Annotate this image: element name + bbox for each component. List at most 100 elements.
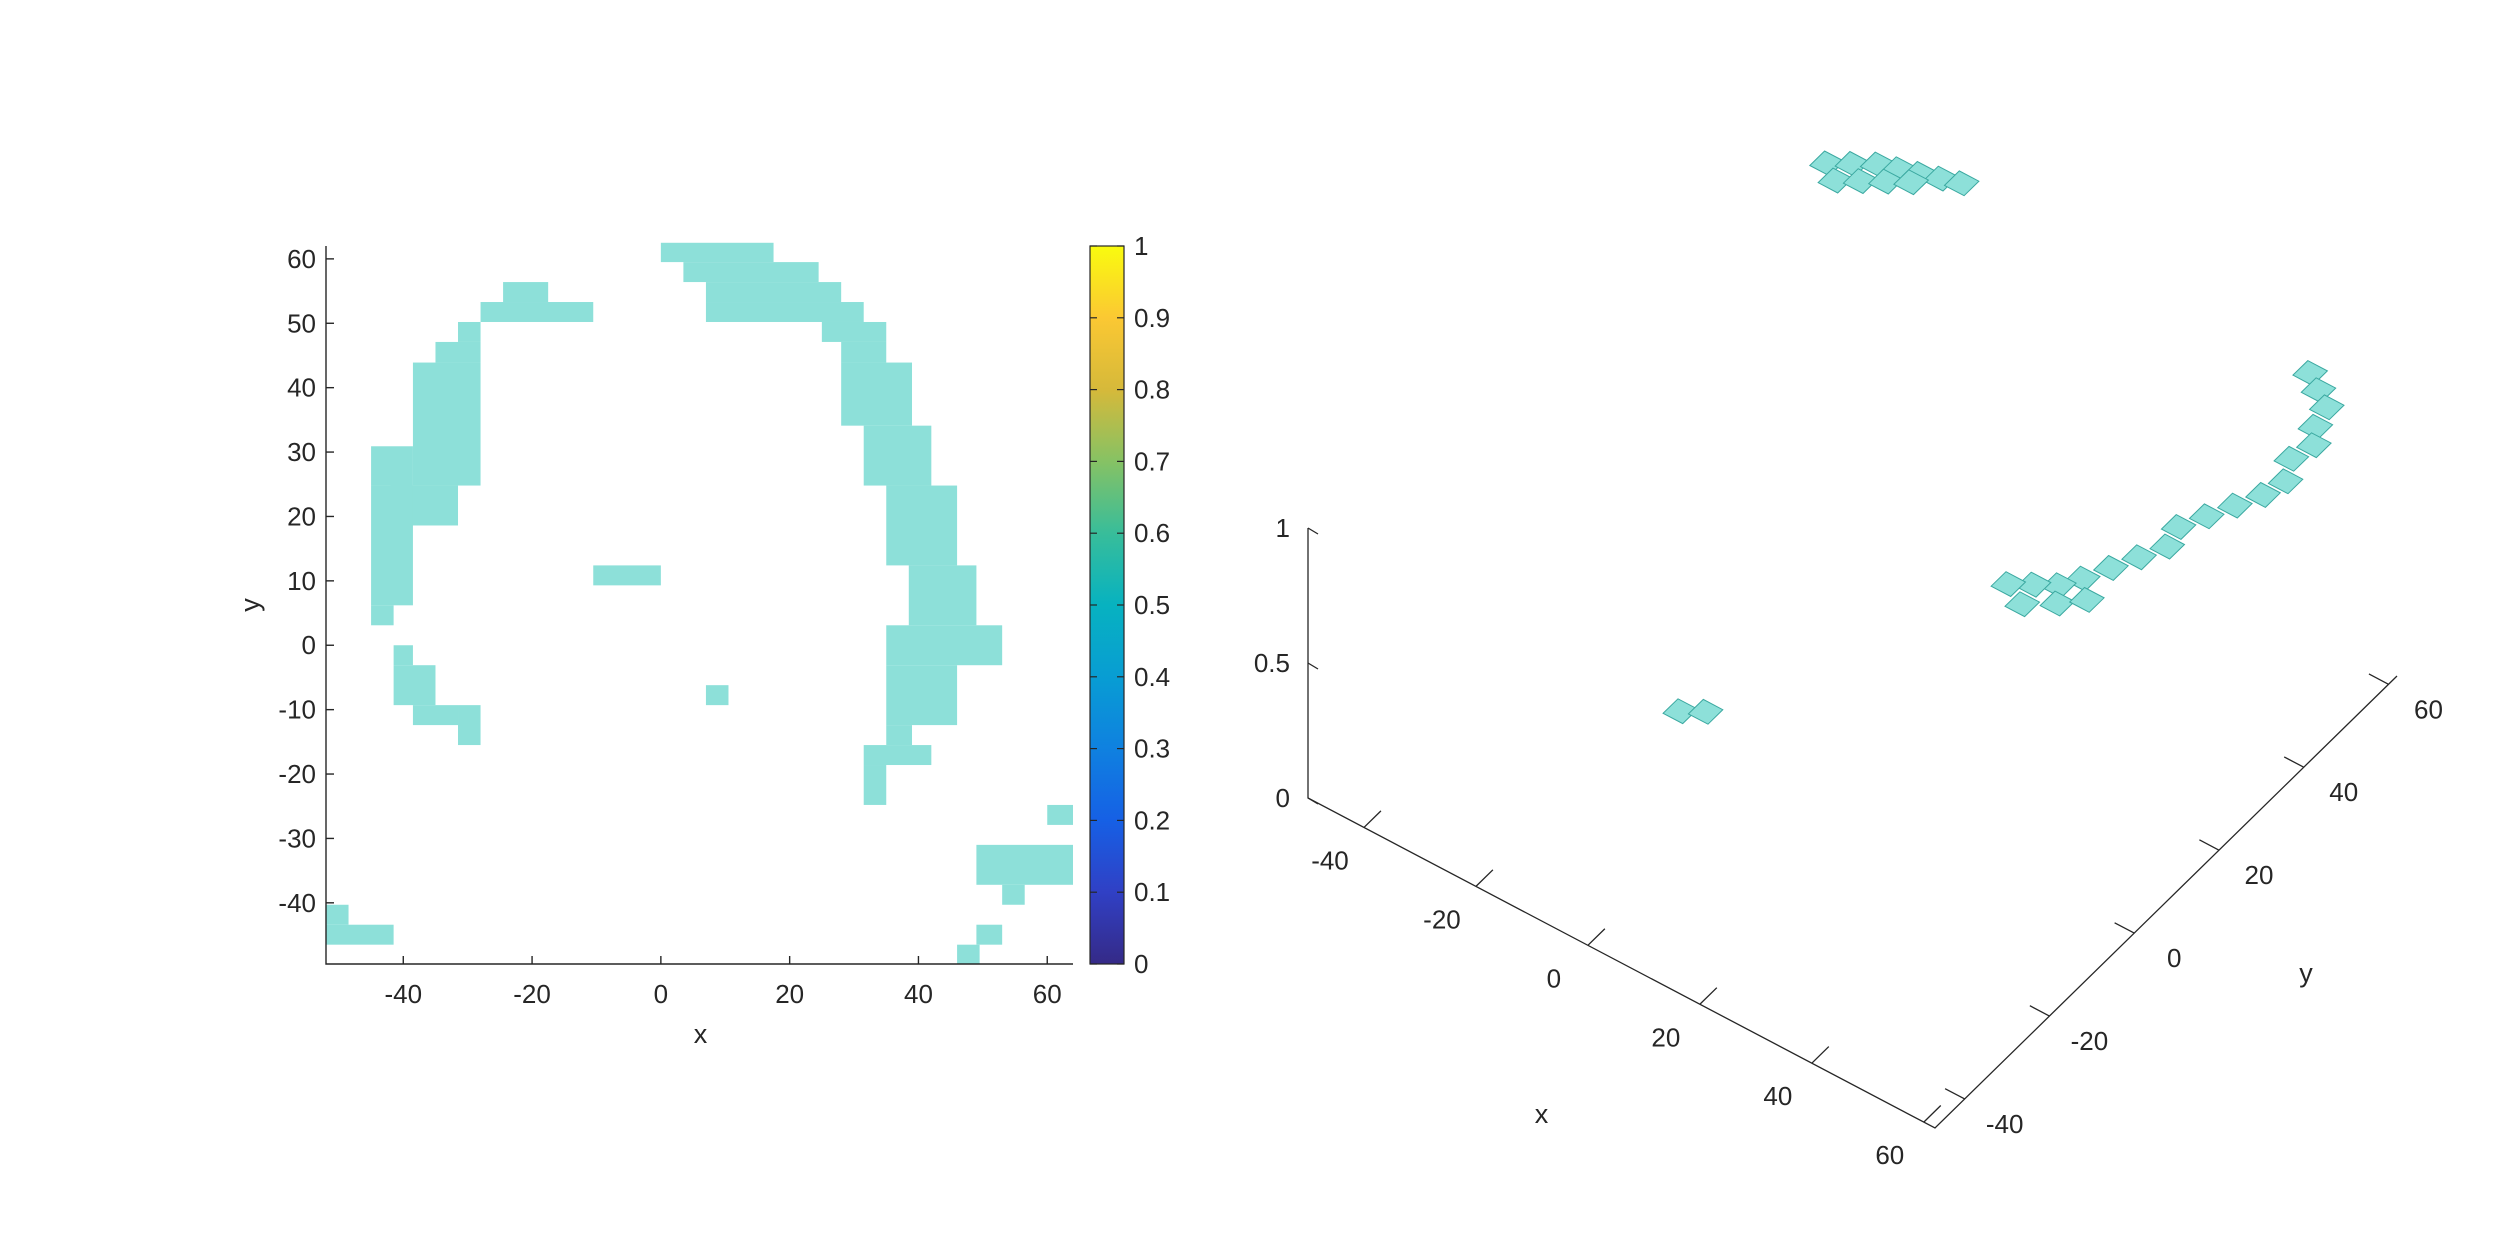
y-tick-label: 60 (287, 244, 316, 274)
heatmap-2d: -40 -20 0 20 40 60 -40 -30 -20 -10 0 10 20 30 40 50 60 x… (235, 242, 1073, 1049)
heatmap-cell (412, 705, 459, 726)
y3d-tick-mark (2368, 673, 2389, 685)
heatmap-cell (393, 645, 413, 666)
y-tick-label: 30 (287, 437, 316, 467)
heatmap-cell (503, 282, 549, 303)
heatmap-cell (705, 685, 729, 706)
surface-3d-cell (2015, 571, 2052, 598)
x3d-tick-mark (1475, 869, 1494, 887)
colorbar-tick-label: 0.7 (1134, 446, 1170, 476)
heatmap-cell (841, 362, 913, 426)
y-tick-label: -10 (278, 695, 316, 725)
z3d-tick-mark (1307, 797, 1319, 805)
surface-3d-cell (2160, 513, 2197, 541)
y3d-tick-label: 20 (2245, 860, 2274, 890)
heatmap-cell (683, 262, 819, 283)
surface-3d-cell (2004, 591, 2041, 618)
x3d-tick-mark (1587, 928, 1606, 946)
surface-3d-cell (2295, 432, 2332, 459)
z3d-tick-label: 1 (1276, 513, 1290, 543)
heatmap-cells (326, 242, 1073, 964)
colorbar-tick-label: 0.1 (1134, 877, 1170, 907)
heatmap-cell (412, 362, 481, 486)
surface-3d-cell (1687, 698, 1724, 725)
heatmap-cell (863, 425, 932, 486)
heatmap-cell (886, 665, 958, 726)
y3d-tick-label: 40 (2329, 777, 2358, 807)
y3d-tick-mark (2114, 922, 2135, 934)
heatmap-cell (660, 242, 774, 263)
heatmap-cell (886, 485, 958, 566)
x-tick-label: 40 (904, 979, 933, 1009)
surface-3d-cell (2267, 468, 2304, 495)
y-tick-label: 0 (302, 630, 316, 660)
colorbar-ticks: 0 0.1 0.2 0.3 0.4 0.5 0.6 0.7 0.8 0.9 1 (1090, 231, 1170, 979)
heatmap-cell (458, 321, 481, 342)
y3d-tick-label: -20 (2071, 1026, 2109, 1056)
x3d-tick-label: 0 (1547, 963, 1561, 993)
y-tick-label: 20 (287, 501, 316, 531)
colorbar-tick-label: 0.5 (1134, 590, 1170, 620)
surface-3d-cell (2068, 586, 2105, 613)
heatmap-cell (908, 565, 977, 626)
colorbar-tick-label: 0 (1134, 949, 1148, 979)
heatmap-y-label: y (235, 598, 265, 612)
colorbar-tick-label: 1 (1134, 231, 1148, 261)
heatmap-cell (371, 485, 413, 606)
colorbar-tick-label: 0.8 (1134, 375, 1170, 405)
colorbar-tick-label: 0.4 (1134, 662, 1170, 692)
surface-3d-cell (2188, 503, 2225, 530)
surface-3d-cells (1662, 150, 2345, 725)
surface-3d-y-label: y (2299, 958, 2313, 988)
colorbar-tick-label: 0.9 (1134, 303, 1170, 333)
heatmap-cell (886, 625, 1003, 666)
surface-3d-cell (2216, 492, 2253, 519)
surface-3d-ticks: -40 -20 0 20 40 60 -40 -20 0 20 40 60 0 0.5 1 (1254, 513, 2443, 1170)
x-tick-label: 0 (654, 979, 668, 1009)
surface-3d-cell (1943, 170, 1980, 197)
y-tick-label: 40 (287, 373, 316, 403)
y-tick-label: 50 (287, 308, 316, 338)
x3d-tick-label: -20 (1423, 904, 1461, 934)
x-tick-label: -20 (513, 979, 551, 1009)
surface-3d-cell (1893, 169, 1930, 196)
surface-3d-cell (1990, 571, 2027, 598)
heatmap-cell (326, 904, 349, 925)
x-tick-label: -40 (384, 979, 422, 1009)
surface-3d-cell (2149, 533, 2186, 560)
y3d-tick-mark (1944, 1088, 1965, 1100)
heatmap-cell (863, 765, 887, 805)
x3d-tick-mark (1363, 810, 1382, 828)
x3d-tick-label: -40 (1311, 845, 1349, 875)
y3d-tick-mark (2029, 1005, 2050, 1017)
colorbar-tick-label: 0.3 (1134, 734, 1170, 764)
heatmap-cell (1002, 884, 1025, 905)
surface-3d-cell (2308, 394, 2345, 421)
surface-3d-cell (2121, 544, 2158, 571)
colorbar-tick-label: 0.2 (1134, 805, 1170, 835)
y3d-tick-mark (2283, 756, 2305, 768)
heatmap-cell (480, 302, 594, 322)
heatmap-axes (325, 246, 1073, 965)
heatmap-cell (1047, 804, 1073, 825)
y-tick-label: -30 (278, 823, 316, 853)
surface-3d-cell (2092, 554, 2130, 582)
heatmap-cell (326, 924, 394, 945)
heatmap-cell (863, 745, 932, 766)
heatmap-cell (393, 665, 436, 706)
x3d-tick-mark (1811, 1046, 1830, 1064)
y3d-tick-mark (2199, 839, 2220, 851)
surface-3d-cell (2273, 445, 2310, 472)
z3d-tick-mark (1307, 527, 1319, 535)
y3d-tick-label: -40 (1986, 1109, 2024, 1139)
x3d-tick-label: 20 (1651, 1022, 1680, 1052)
y-tick-label: -40 (278, 888, 316, 918)
surface-3d-cell (2039, 590, 2076, 617)
heatmap-cell (976, 844, 1073, 885)
heatmap-cell (841, 341, 887, 363)
x3d-tick-mark (1699, 987, 1718, 1005)
y-tick-label: 10 (287, 566, 316, 596)
colorbar: 0 0.1 0.2 0.3 0.4 0.5 0.6 0.7 0.8 0.9 1 (1089, 231, 1170, 979)
heatmap-cell (957, 944, 980, 964)
